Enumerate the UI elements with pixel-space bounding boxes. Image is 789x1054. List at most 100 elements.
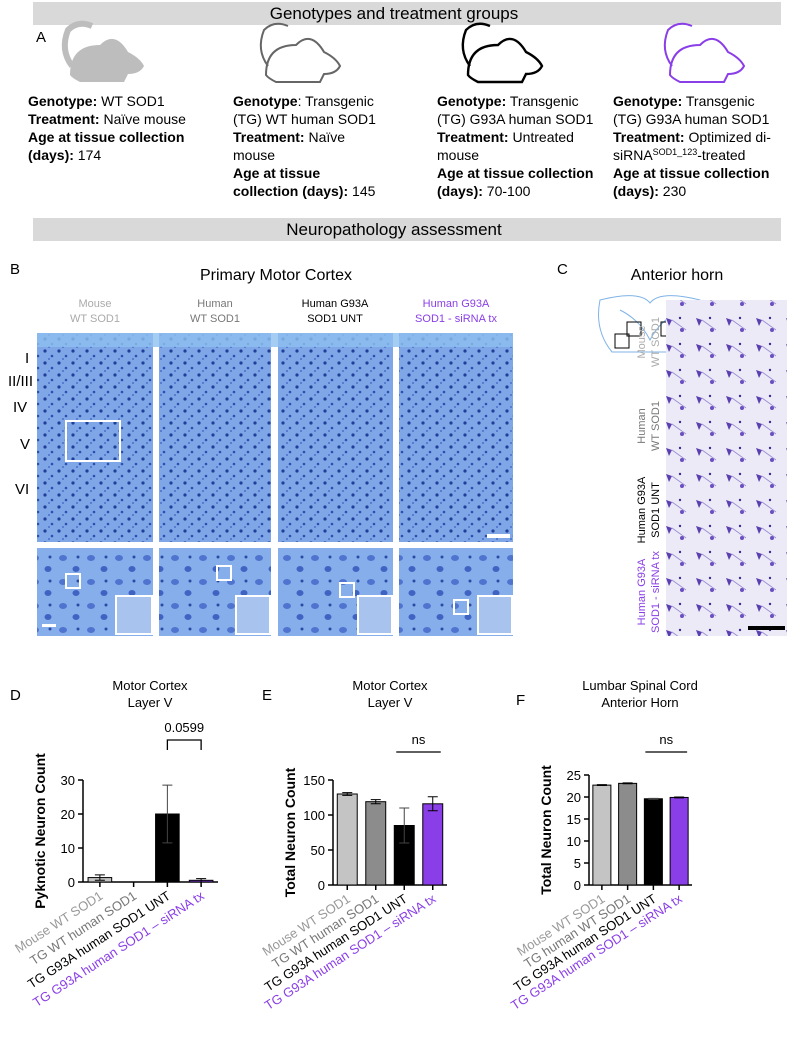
y-tick-label: 20 <box>61 807 75 822</box>
y-axis-label: Pyknotic Neuron Count <box>32 753 48 909</box>
micrograph <box>159 333 271 542</box>
chart-title: Anterior Horn <box>601 695 678 710</box>
annotation: ns <box>659 732 673 747</box>
line: Genotype: WT SOD1 <box>28 93 165 109</box>
inset-box <box>65 420 121 462</box>
label: Treatment: <box>437 129 509 145</box>
mouse-icon <box>461 22 544 84</box>
section-title: Neuropathology assessment <box>286 220 502 239</box>
line: Genotype: Transgenic <box>233 93 374 109</box>
scale-bar <box>487 534 510 538</box>
y-tick-label: 10 <box>567 834 581 849</box>
bar <box>618 782 638 886</box>
label: Age at tissue <box>233 165 320 181</box>
panel-letter: A <box>36 29 46 46</box>
error-bar <box>674 796 685 799</box>
row-label: Human <box>636 408 648 443</box>
column-label: WT SOD1 <box>70 313 120 325</box>
label: Genotype: <box>437 93 506 109</box>
value: Naïve <box>305 129 346 145</box>
scale-bar <box>42 624 56 627</box>
bar <box>422 803 444 886</box>
column-label: SOD1 - siRNA tx <box>415 313 497 325</box>
label: Genotype <box>233 93 298 109</box>
y-tick-label: 0 <box>318 878 325 893</box>
row-label: Human G93A <box>636 476 648 543</box>
layer-label: VI <box>15 481 29 498</box>
label: (days): <box>613 183 659 199</box>
line: siRNASOD1_123-treated <box>613 147 745 163</box>
panel-letter: D <box>10 687 21 704</box>
panel-letter: C <box>557 261 568 278</box>
micrographs <box>37 333 513 636</box>
line: Treatment: Naïve mouse <box>28 111 186 127</box>
micrograph <box>666 552 787 636</box>
value: 174 <box>74 147 101 163</box>
error-bar <box>596 784 607 787</box>
bar <box>336 793 358 886</box>
group-text: Genotype: Transgenic (TG) G93A human SOD… <box>613 93 771 199</box>
group-text: Genotype: Transgenic (TG) G93A human SOD… <box>437 93 594 199</box>
mouse-icon <box>259 22 342 83</box>
value: -treated <box>697 147 745 163</box>
column-label: Mouse <box>78 298 111 310</box>
y-tick-label: 25 <box>567 768 581 783</box>
line: (days): 70-100 <box>437 183 531 199</box>
micrograph <box>666 300 787 384</box>
annotation: 0.0599 <box>164 720 204 735</box>
error-bar <box>370 799 381 805</box>
micrograph <box>666 384 787 468</box>
section-title: Genotypes and treatment groups <box>270 4 519 23</box>
row-label: SOD1 - siRNA tx <box>650 551 662 633</box>
micrographs <box>666 300 787 636</box>
chart-title: Layer V <box>368 695 413 710</box>
layer-label: V <box>20 436 30 453</box>
error-bar <box>648 797 659 800</box>
micrograph <box>37 333 153 542</box>
group-text: Genotype: Transgenic (TG) WT human SOD1 … <box>233 93 376 199</box>
layer-label: I <box>25 350 29 367</box>
y-tick-label: 50 <box>311 843 325 858</box>
line: (days): 174 <box>28 147 101 163</box>
value: Untreated <box>509 129 574 145</box>
row-label: WT SOD1 <box>650 317 662 367</box>
scale-bar <box>748 626 785 630</box>
line: Genotype: Transgenic <box>613 93 755 109</box>
superscript: SOD1_123 <box>653 147 698 157</box>
row-label: Human G93A <box>636 558 648 625</box>
significance-bracket <box>166 739 202 750</box>
value: WT SOD1 <box>97 93 165 109</box>
error-bar <box>162 784 173 844</box>
value: 145 <box>348 183 375 199</box>
y-tick-label: 5 <box>574 856 581 871</box>
chart-title: Layer V <box>128 695 173 710</box>
label: Age at tissue collection <box>437 165 593 181</box>
value: 230 <box>659 183 686 199</box>
bar <box>643 798 663 886</box>
line: Genotype: Transgenic <box>437 93 579 109</box>
bar <box>592 784 612 886</box>
insets <box>65 565 513 635</box>
y-tick-label: 150 <box>303 773 325 788</box>
layer-labels: I II/III IV V VI <box>8 350 33 498</box>
y-tick-label: 10 <box>61 841 75 856</box>
y-tick-label: 20 <box>567 790 581 805</box>
column-label: Human G93A <box>423 298 490 310</box>
micrograph <box>278 333 393 542</box>
row-label: Mouse <box>636 325 648 358</box>
chart-title: Motor Cortex <box>352 678 428 693</box>
surface <box>37 333 513 347</box>
label: Genotype: <box>28 93 97 109</box>
column-label: Human <box>197 298 232 310</box>
section-band <box>33 2 781 25</box>
label: Treatment: <box>233 129 305 145</box>
value: (TG) WT human SOD1 <box>233 111 376 127</box>
y-axis-label: Total Neuron Count <box>538 765 554 895</box>
bar <box>365 801 387 886</box>
value: mouse <box>437 147 479 163</box>
label: Age at tissue collection <box>28 129 184 145</box>
error-bar <box>342 792 353 796</box>
mouse-icon <box>61 20 144 82</box>
line: collection (days): 145 <box>233 183 376 199</box>
